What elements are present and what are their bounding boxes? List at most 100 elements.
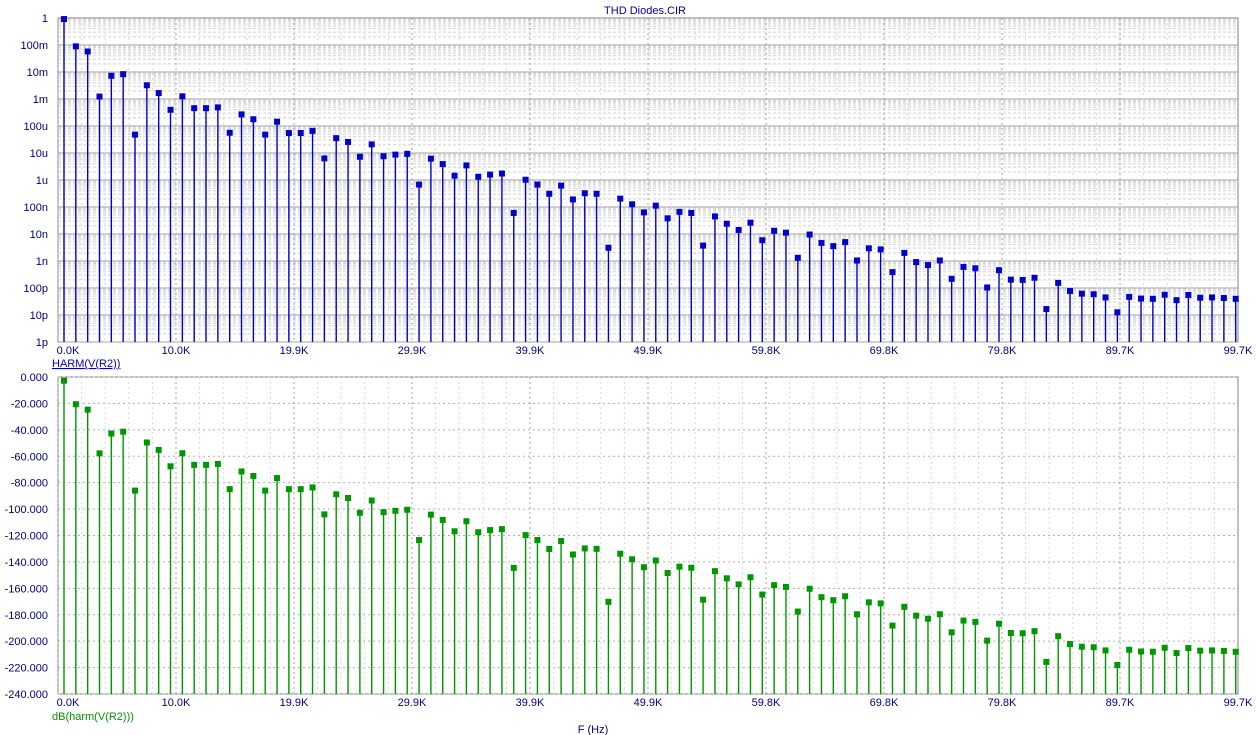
chart-title: THD Diodes.CIR <box>604 5 686 17</box>
data-point-marker <box>108 430 115 437</box>
data-point-marker <box>475 173 482 180</box>
data-point-marker <box>262 487 269 494</box>
data-point-marker <box>203 461 210 468</box>
data-point-marker <box>451 172 458 179</box>
data-point-marker <box>191 461 198 468</box>
y-tick-label: -80.000 <box>11 478 48 490</box>
data-point-marker <box>948 275 955 282</box>
data-point-marker <box>1161 291 1168 298</box>
data-point-marker <box>1232 295 1239 302</box>
data-point-marker <box>806 231 813 238</box>
x-tick-label: 89.7K <box>1106 345 1135 357</box>
x-tick-label: 89.7K <box>1106 697 1135 709</box>
data-point-marker <box>1031 274 1038 281</box>
x-tick-label: 79.8K <box>988 345 1017 357</box>
y-tick-label: 100p <box>24 283 48 295</box>
data-point-marker <box>84 406 91 413</box>
x-tick-label: 39.9K <box>516 697 545 709</box>
data-point-marker <box>1043 658 1050 665</box>
data-point-marker <box>913 612 920 619</box>
y-tick-label: -100.000 <box>5 504 48 516</box>
data-point-marker <box>439 161 446 168</box>
data-point-marker <box>498 170 505 177</box>
data-point-marker <box>723 575 730 582</box>
data-point-marker <box>558 538 565 545</box>
data-point-marker <box>451 528 458 535</box>
data-point-marker <box>1138 648 1145 655</box>
data-point-marker <box>356 153 363 160</box>
data-point-marker <box>392 151 399 158</box>
data-point-marker <box>700 242 707 249</box>
data-point-marker <box>759 237 766 244</box>
data-point-marker <box>711 213 718 220</box>
y-tick-label: 1 <box>42 13 48 25</box>
x-tick-label: 19.9K <box>280 345 309 357</box>
data-point-marker <box>688 564 695 571</box>
y-tick-label: 1p <box>36 337 48 349</box>
data-point-marker <box>924 615 931 622</box>
data-point-marker <box>1114 661 1121 668</box>
data-point-marker <box>1220 647 1227 654</box>
x-tick-label: 99.7K <box>1224 697 1253 709</box>
data-point-marker <box>901 603 908 610</box>
data-point-marker <box>167 106 174 113</box>
data-point-marker <box>771 227 778 234</box>
data-point-marker <box>984 637 991 644</box>
data-point-marker <box>1019 276 1026 283</box>
data-point-marker <box>416 181 423 188</box>
data-point-marker <box>1067 641 1074 648</box>
data-point-marker <box>1173 650 1180 657</box>
data-point-marker <box>771 582 778 589</box>
data-point-marker <box>1090 291 1097 298</box>
data-point-marker <box>297 486 304 493</box>
data-point-marker <box>1090 644 1097 651</box>
x-tick-label: 69.8K <box>870 697 899 709</box>
data-point-marker <box>333 135 340 142</box>
data-point-marker <box>368 141 375 148</box>
data-point-marker <box>688 209 695 216</box>
data-point-marker <box>1102 294 1109 301</box>
data-point-marker <box>1067 287 1074 294</box>
data-point-marker <box>901 249 908 256</box>
data-point-marker <box>297 130 304 137</box>
data-point-marker <box>865 599 872 606</box>
data-point-marker <box>1197 294 1204 301</box>
y-tick-label: -240.000 <box>5 689 48 701</box>
data-point-marker <box>120 428 127 435</box>
data-point-marker <box>1078 290 1085 297</box>
y-tick-label: -40.000 <box>11 425 48 437</box>
data-point-marker <box>1185 645 1192 652</box>
y-tick-label: -60.000 <box>11 451 48 463</box>
y-tick-label: 10u <box>30 148 48 160</box>
data-point-marker <box>61 377 67 384</box>
data-point-marker <box>629 556 636 563</box>
y-tick-label: -140.000 <box>5 557 48 569</box>
y-tick-label: 10n <box>30 229 48 241</box>
data-point-marker <box>321 511 328 518</box>
data-point-marker <box>865 245 872 252</box>
data-point-marker <box>120 71 127 78</box>
x-tick-label: 10.0K <box>162 345 191 357</box>
data-point-marker <box>274 475 281 482</box>
data-point-marker <box>143 439 150 446</box>
data-point-marker <box>427 511 434 518</box>
data-point-marker <box>262 131 269 138</box>
data-point-marker <box>1149 648 1156 655</box>
data-point-marker <box>747 574 754 581</box>
x-tick-label: 79.8K <box>988 697 1017 709</box>
bottom-panel-db: 0.000 -20.000 -40.000 -60.000 -80.000 -100.00… <box>5 372 1253 723</box>
data-point-marker <box>581 545 588 552</box>
data-point-marker <box>794 608 801 615</box>
data-point-marker <box>1043 306 1050 313</box>
data-point-marker <box>676 208 683 215</box>
data-point-marker <box>1138 295 1145 302</box>
data-point-marker <box>1197 647 1204 654</box>
data-point-marker <box>1126 293 1133 300</box>
data-point-marker <box>605 244 612 251</box>
data-point-marker <box>510 564 517 571</box>
data-point-marker <box>427 155 434 162</box>
data-point-marker <box>1161 644 1168 651</box>
x-tick-label: 19.9K <box>280 697 309 709</box>
data-point-marker <box>487 171 494 178</box>
data-point-marker <box>226 486 233 493</box>
